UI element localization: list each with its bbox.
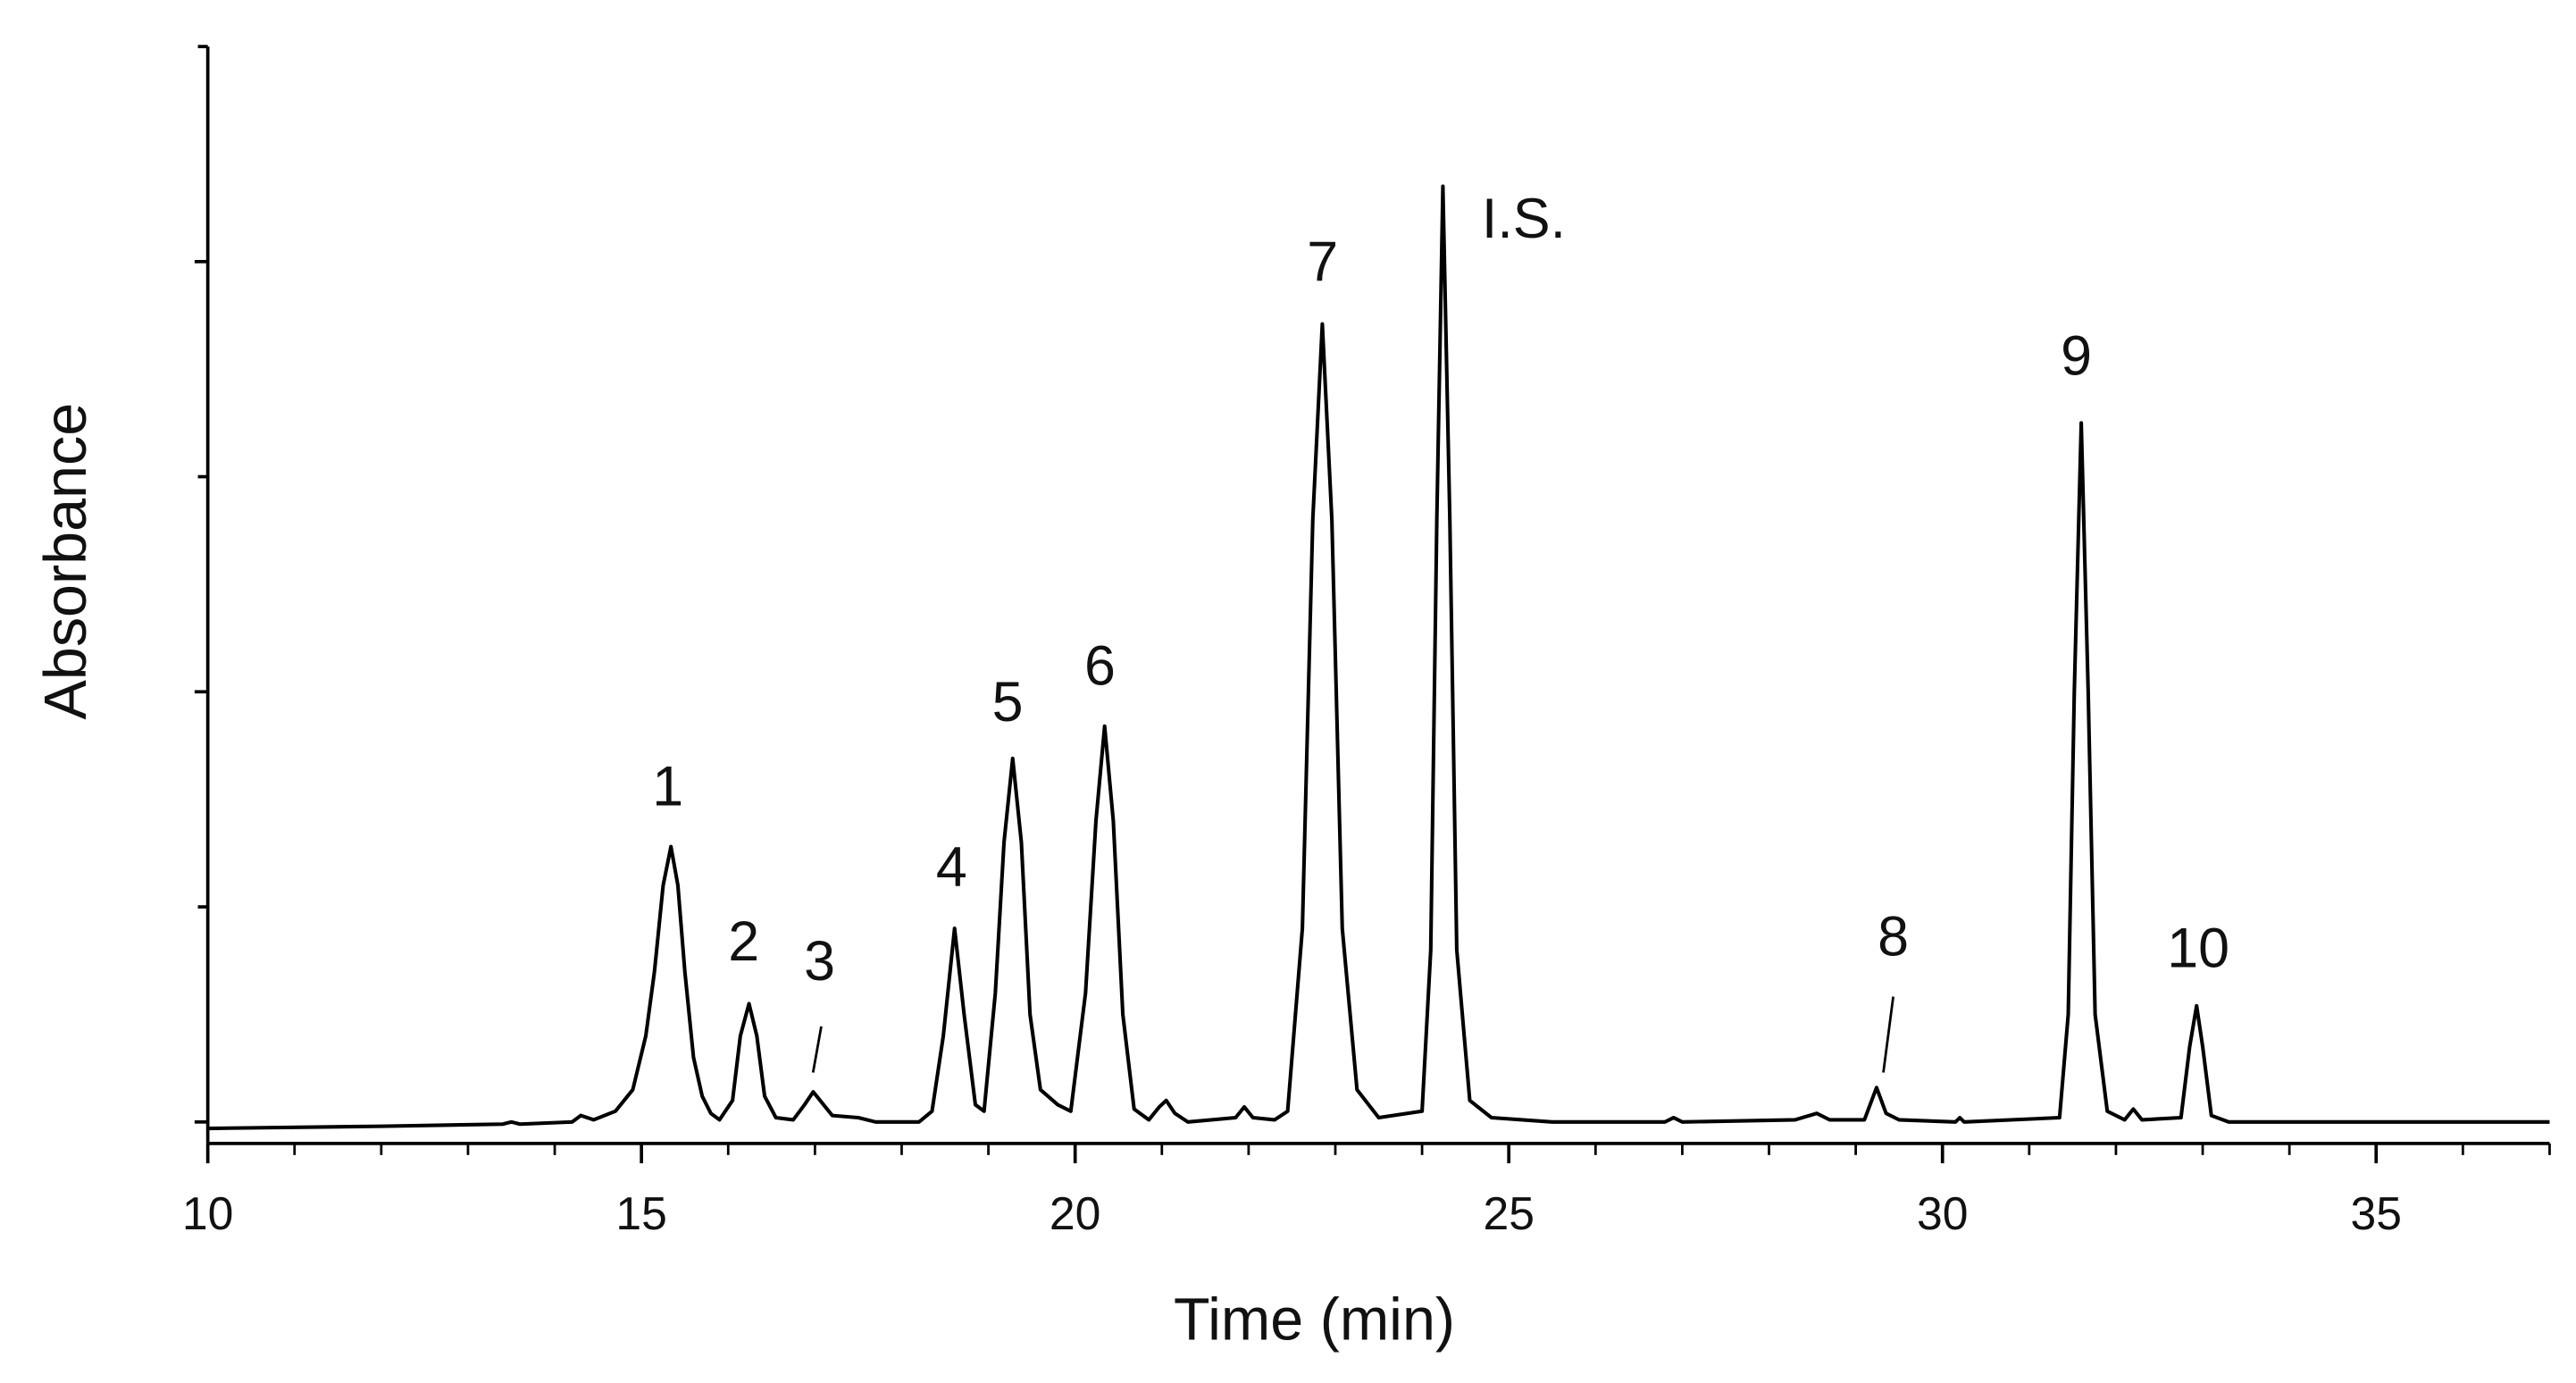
- peak-label: 2: [728, 910, 759, 973]
- y-axis-title: Absorbance: [33, 403, 99, 720]
- peak-label: 6: [1084, 635, 1116, 698]
- peak-label: 10: [2167, 917, 2229, 979]
- peak-label: 8: [1878, 905, 1909, 968]
- x-tick-label: 30: [1917, 1187, 1969, 1239]
- x-tick-label: 10: [182, 1187, 234, 1239]
- peak-label: 7: [1307, 230, 1338, 293]
- x-tick-label: 15: [615, 1187, 667, 1239]
- leader-line: [811, 1026, 823, 1073]
- x-axis-title: Time (min): [1174, 1287, 1455, 1354]
- peak-label: 5: [992, 671, 1024, 733]
- leader-line: [1882, 996, 1894, 1073]
- chromatogram-line: [207, 184, 2550, 1131]
- x-tick-label: 25: [1483, 1187, 1535, 1239]
- peak-label: 1: [652, 755, 683, 817]
- x-tick-label: 20: [1050, 1187, 1101, 1239]
- peak-label: 4: [936, 836, 967, 899]
- peak-label: I.S.: [1482, 188, 1566, 250]
- peak-label: 3: [804, 930, 835, 993]
- x-tick-label: 35: [2350, 1187, 2402, 1239]
- peak-label: 9: [2061, 325, 2092, 388]
